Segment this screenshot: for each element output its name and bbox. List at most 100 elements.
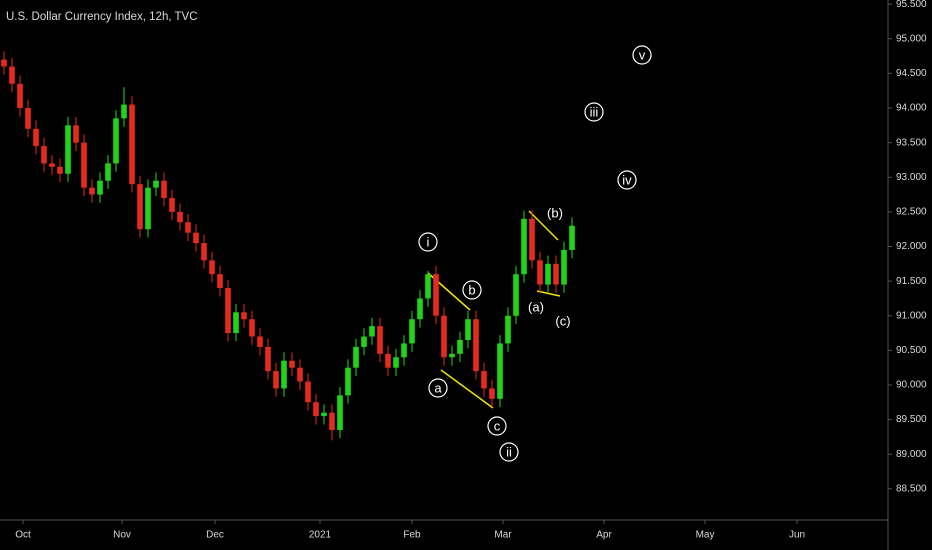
- annotation-circle: [617, 170, 637, 190]
- wave-label: (a): [528, 299, 544, 314]
- candle-body: [129, 104, 135, 185]
- candle-body: [57, 166, 63, 174]
- candle-body: [137, 184, 143, 230]
- y-tick-label: 91.500: [896, 276, 927, 287]
- annotation-circle: [487, 416, 507, 436]
- annotation-circle: [499, 442, 519, 462]
- x-tick-label: Nov: [113, 530, 131, 541]
- candle-body: [449, 353, 455, 358]
- candle-body: [73, 125, 79, 143]
- y-tick-label: 93.500: [896, 137, 927, 148]
- candle-body: [513, 274, 519, 316]
- candle-body: [41, 146, 47, 164]
- wave-label: c: [494, 418, 501, 433]
- y-tick-label: 90.500: [896, 345, 927, 356]
- candle-body: [385, 353, 391, 368]
- candle-body: [305, 381, 311, 403]
- x-tick-label: Feb: [403, 530, 421, 541]
- candle-body: [497, 343, 503, 399]
- candle-body: [425, 274, 431, 299]
- wave-label: v: [639, 47, 646, 62]
- trend-line: [528, 210, 559, 241]
- y-tick-label: 88.500: [896, 483, 927, 494]
- candle-body: [225, 288, 231, 334]
- candle-body: [113, 118, 119, 164]
- annotation-circle: [428, 378, 448, 398]
- wave-label: (c): [555, 313, 570, 328]
- candle-body: [185, 222, 191, 233]
- y-tick-label: 95.000: [896, 33, 927, 44]
- candle-body: [329, 412, 335, 430]
- candle-body: [369, 326, 375, 337]
- candle-body: [393, 357, 399, 368]
- x-tick-label: 2021: [309, 530, 332, 541]
- candle-body: [561, 249, 567, 285]
- candle-body: [9, 66, 15, 84]
- wave-label: ii: [506, 444, 512, 459]
- candle-body: [153, 180, 159, 188]
- y-tick-label: 91.000: [896, 310, 927, 321]
- y-tick-label: 89.500: [896, 414, 927, 425]
- candle-body: [169, 198, 175, 212]
- candle-body: [473, 319, 479, 372]
- candle-body: [249, 319, 255, 337]
- y-tick-label: 94.000: [896, 103, 927, 114]
- y-tick-label: 94.500: [896, 68, 927, 79]
- annotation-circle: [632, 45, 652, 65]
- candle-body: [545, 263, 551, 285]
- trend-line: [440, 369, 494, 409]
- candle-body: [521, 218, 527, 275]
- x-tick-label: Mar: [494, 530, 512, 541]
- y-tick-label: 92.500: [896, 207, 927, 218]
- candle-body: [273, 371, 279, 389]
- candle-body: [289, 360, 295, 368]
- y-tick-label: 90.000: [896, 380, 927, 391]
- candle-body: [145, 187, 151, 230]
- candle-body: [537, 260, 543, 285]
- candle-body: [89, 187, 95, 195]
- y-tick-label: 95.500: [896, 0, 927, 10]
- wave-label: b: [468, 282, 475, 297]
- candle-body: [257, 336, 263, 347]
- candle-body: [81, 142, 87, 188]
- annotation-circle: [584, 102, 604, 122]
- candle-body: [361, 336, 367, 347]
- candle-body: [297, 367, 303, 382]
- wave-label: iv: [622, 172, 632, 187]
- candle-body: [49, 163, 55, 167]
- y-tick-label: 93.000: [896, 172, 927, 183]
- wave-label: a: [434, 380, 442, 395]
- candle-body: [553, 263, 559, 285]
- candle-body: [489, 388, 495, 399]
- candle-body: [65, 125, 71, 174]
- candle-body: [217, 274, 223, 289]
- x-tick-label: May: [696, 530, 715, 541]
- x-tick-label: Dec: [206, 530, 224, 541]
- candle-body: [377, 326, 383, 354]
- candle-body: [17, 83, 23, 109]
- candle-body: [401, 343, 407, 358]
- candle-body: [345, 367, 351, 396]
- wave-label: (b): [547, 205, 563, 220]
- candle-body: [417, 298, 423, 320]
- chart-title: U.S. Dollar Currency Index, 12h, TVC: [6, 11, 198, 23]
- candle-body: [25, 108, 31, 129]
- candle-body: [121, 104, 127, 119]
- candle-body: [1, 59, 7, 67]
- candle-body: [337, 395, 343, 430]
- candle-body: [433, 274, 439, 316]
- candle-body: [441, 315, 447, 358]
- candle-body: [321, 412, 327, 417]
- x-tick-label: Oct: [15, 530, 31, 541]
- wave-label: i: [427, 234, 430, 249]
- candle-body: [105, 163, 111, 181]
- candle-body: [33, 128, 39, 147]
- candle-body: [241, 312, 247, 320]
- candle-body: [569, 225, 575, 250]
- candle-body: [465, 319, 471, 340]
- candle-body: [201, 243, 207, 261]
- candle-body: [161, 180, 167, 199]
- candle-body: [209, 260, 215, 275]
- wave-label: iii: [590, 104, 599, 119]
- candle-body: [505, 315, 511, 344]
